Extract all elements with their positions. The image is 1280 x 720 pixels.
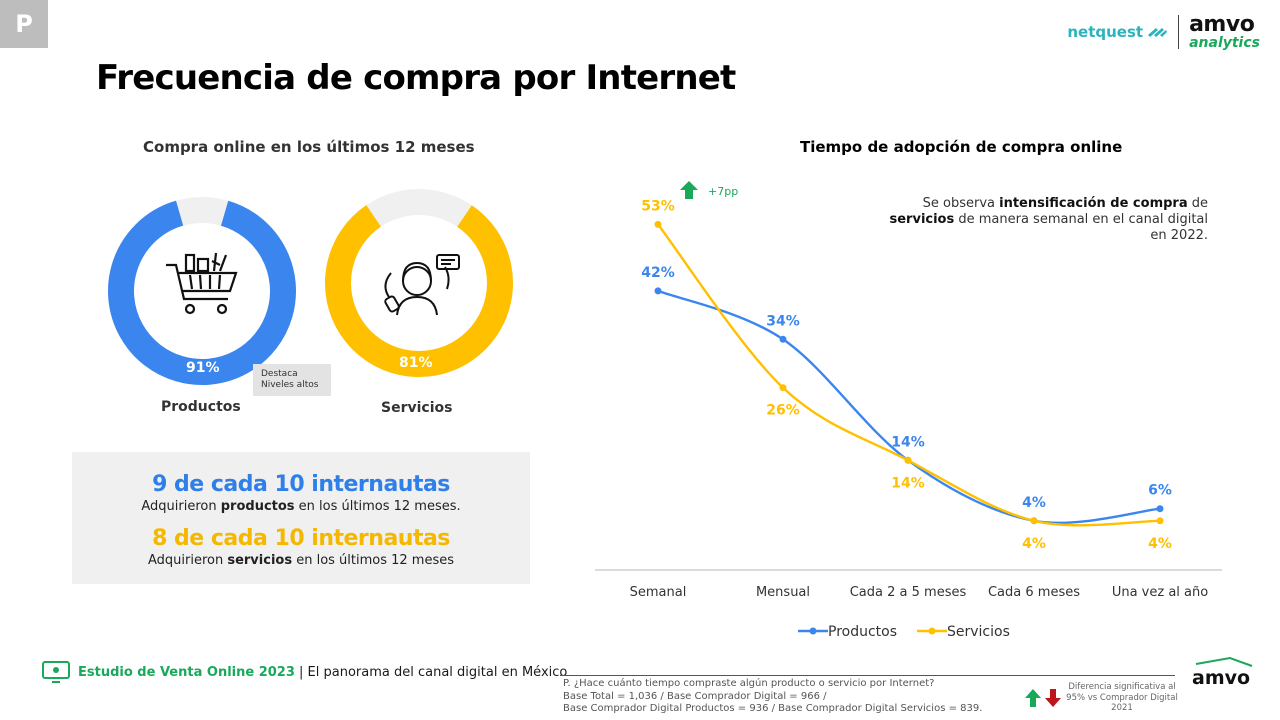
x-tick-label: Cada 6 meses: [988, 585, 1080, 600]
data-label-servicios: 4%: [1022, 536, 1046, 552]
donut-pct-servicios: 81%: [399, 355, 433, 371]
data-point-servicios: [779, 384, 787, 392]
stats-box: 9 de cada 10 internautas Adquirieron pro…: [72, 452, 530, 584]
header-logos: netquest amvo analytics: [1067, 12, 1260, 51]
stat-sub-productos: Adquirieron productos en los últimos 12 …: [141, 499, 461, 514]
data-label-productos: 42%: [641, 265, 675, 281]
x-tick-label: Mensual: [756, 585, 810, 600]
donut-center: [356, 220, 482, 346]
donut-label-productos: Productos: [161, 399, 241, 415]
data-label-servicios: 26%: [766, 403, 800, 419]
data-point-servicios: [904, 456, 912, 464]
stat-headline-productos: 9 de cada 10 internautas: [152, 472, 450, 497]
call-center-agent-icon: [384, 254, 460, 316]
legend-label-servicios: Servicios: [947, 624, 1010, 640]
svg-text:amvo: amvo: [1192, 667, 1250, 689]
logo-divider: [1178, 15, 1180, 49]
shopping-cart-icon: [166, 252, 238, 315]
amvo-analytics-logo: amvo analytics: [1189, 12, 1260, 51]
netquest-waves-icon: [1148, 28, 1168, 37]
right-subtitle: Tiempo de adopción de compra online: [800, 138, 1123, 156]
line-chart: Semanal Mensual Cada 2 a 5 meses Cada 6 mes…: [595, 198, 1222, 640]
data-label-servicios: 53%: [641, 198, 675, 214]
chart-callout: Se observa intensificación de compra de …: [889, 196, 1209, 243]
stat-sub-servicios: Adquirieron servicios en los últimos 12 …: [147, 553, 455, 568]
stat-headline-servicios: 8 de cada 10 internautas: [152, 526, 450, 551]
data-point-servicios: [1030, 517, 1038, 525]
netquest-logo: netquest: [1067, 23, 1168, 41]
series-line-servicios: [657, 223, 1161, 527]
change-label: +7pp: [708, 185, 739, 198]
donut-arc-productos: [107, 197, 296, 385]
page-badge: P: [0, 0, 48, 48]
monitor-icon: [42, 661, 70, 683]
up-arrow-icon: [1025, 689, 1041, 707]
data-label-productos: 6%: [1148, 483, 1172, 499]
data-point-servicios: [1156, 517, 1164, 525]
left-subtitle: Compra online en los últimos 12 meses: [143, 138, 475, 156]
x-tick-label: Una vez al año: [1112, 585, 1208, 600]
legend-marker-productos: [809, 627, 817, 635]
data-point-productos: [654, 287, 662, 295]
significance-note: Diferencia significativa al 95% vs Compr…: [1066, 682, 1178, 713]
data-label-productos: 14%: [891, 434, 925, 450]
donut-chart-productos: [107, 197, 296, 385]
x-tick-label: Semanal: [630, 585, 687, 600]
data-point-productos: [779, 335, 787, 343]
data-label-servicios: 4%: [1148, 536, 1172, 552]
data-point-servicios: [654, 220, 662, 228]
amvo-footer-logo: amvo: [1192, 656, 1253, 689]
footnote: P. ¿Hace cuánto tiempo compraste algún p…: [563, 678, 983, 714]
down-arrow-icon: [1045, 689, 1061, 707]
footer-study: Estudio de Venta Online 2023 | El panora…: [42, 660, 567, 684]
legend-marker-servicios: [928, 627, 936, 635]
donut-label-servicios: Servicios: [381, 400, 453, 416]
data-label-servicios: 14%: [891, 475, 925, 491]
donut-chart-servicios: [325, 189, 513, 377]
legend-label-productos: Productos: [828, 624, 897, 640]
page-title: Frecuencia de compra por Internet: [96, 58, 736, 98]
data-point-productos: [1156, 505, 1164, 513]
increase-arrow-icon: [680, 181, 698, 199]
footer-divider: [560, 675, 1175, 676]
significance-arrows: [1024, 688, 1062, 708]
data-label-productos: 34%: [766, 313, 800, 329]
data-label-productos: 4%: [1022, 495, 1046, 511]
highlight-note: Destaca Niveles altos: [253, 364, 331, 396]
x-tick-label: Cada 2 a 5 meses: [850, 585, 967, 600]
donut-pct-productos: 91%: [186, 360, 220, 376]
